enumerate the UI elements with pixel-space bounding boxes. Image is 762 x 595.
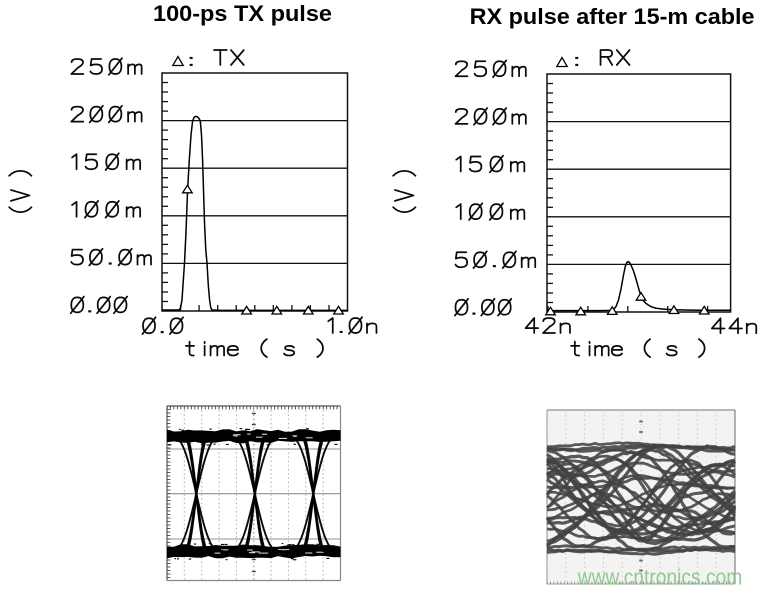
svg-text:100-ps TX pulse: 100-ps TX pulse bbox=[153, 1, 332, 26]
svg-text:RX pulse after 15-m cable: RX pulse after 15-m cable bbox=[470, 4, 755, 29]
svg-text:www.cntronics.com: www.cntronics.com bbox=[577, 565, 742, 590]
